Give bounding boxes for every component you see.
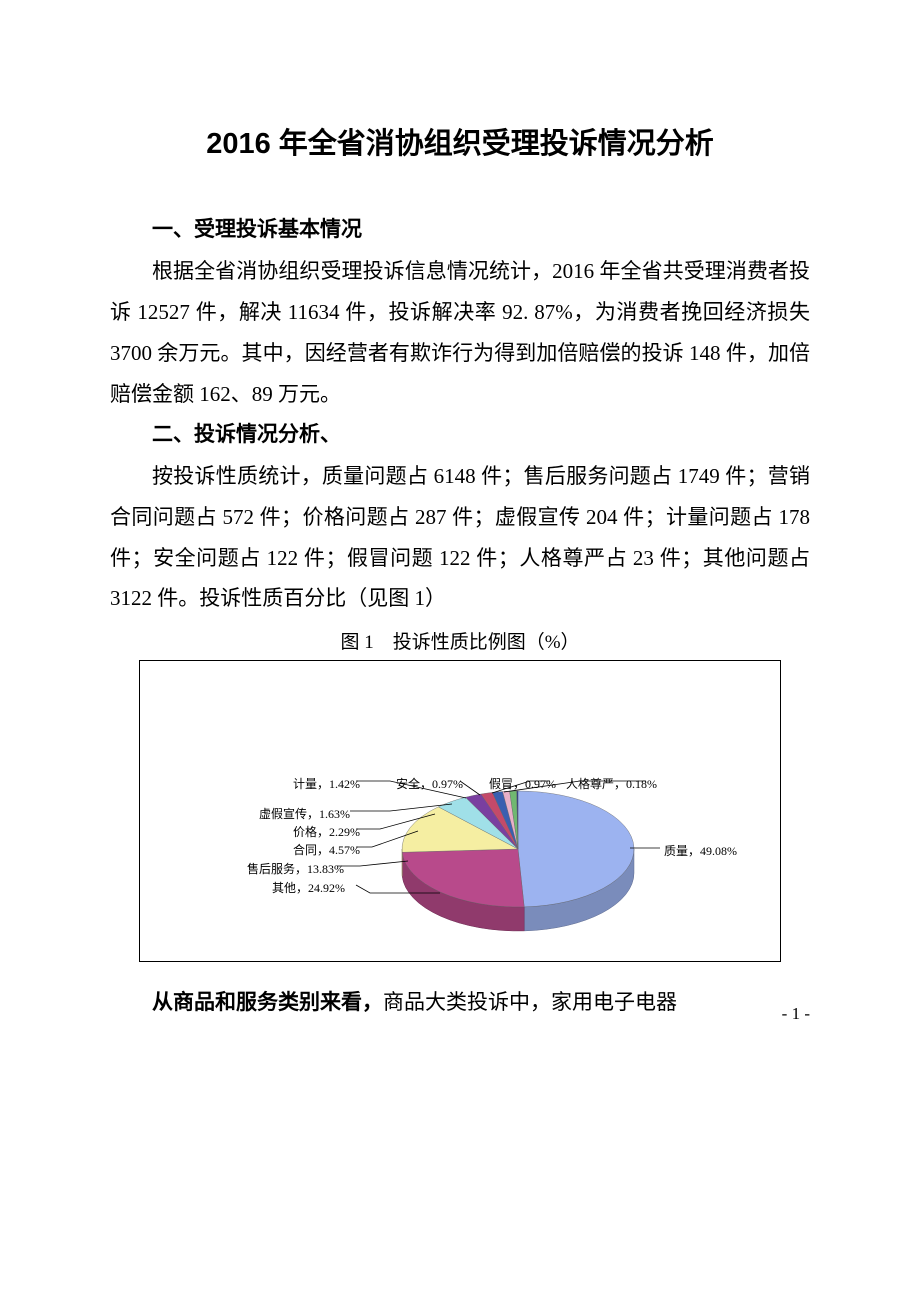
pie-label: 售后服务，13.83% — [247, 860, 344, 877]
document-title: 2016 年全省消协组织受理投诉情况分析 — [110, 120, 810, 162]
page-number: - 1 - — [782, 1004, 810, 1024]
paragraph-3-rest: 商品大类投诉中，家用电子电器 — [383, 990, 677, 1014]
paragraph-1: 根据全省消协组织受理投诉信息情况统计，2016 年全省共受理消费者投诉 1252… — [110, 251, 810, 415]
paragraph-3: 从商品和服务类别来看，商品大类投诉中，家用电子电器 — [110, 982, 810, 1024]
pie-chart-svg — [140, 661, 780, 961]
pie-label: 其他，24.92% — [272, 879, 345, 896]
pie-label: 价格，2.29% — [293, 823, 360, 840]
pie-label: 人格尊严，0.18% — [566, 775, 657, 792]
paragraph-2: 按投诉性质统计，质量问题占 6148 件；售后服务问题占 1749 件；营销合同… — [110, 456, 810, 620]
pie-chart: 质量，49.08% 其他，24.92% 售后服务，13.83% 合同，4.57%价格，… — [139, 660, 781, 962]
pie-label: 假冒，0.97% — [489, 775, 556, 792]
pie-label: 虚假宣传，1.63% — [259, 805, 350, 822]
pie-label: 计量，1.42% — [293, 775, 360, 792]
pie-label: 合同，4.57% — [293, 841, 360, 858]
section-1-heading: 一、受理投诉基本情况 — [110, 210, 810, 251]
figure-1-caption: 图 1 投诉性质比例图（%） — [110, 627, 810, 654]
section-2-heading: 二、投诉情况分析、 — [110, 415, 810, 456]
pie-label: 质量，49.08% — [664, 842, 737, 859]
page: 2016 年全省消协组织受理投诉情况分析 一、受理投诉基本情况 根据全省消协组织… — [0, 0, 920, 1064]
paragraph-3-bold: 从商品和服务类别来看， — [152, 991, 383, 1014]
pie-label: 安全，0.97% — [396, 775, 463, 792]
